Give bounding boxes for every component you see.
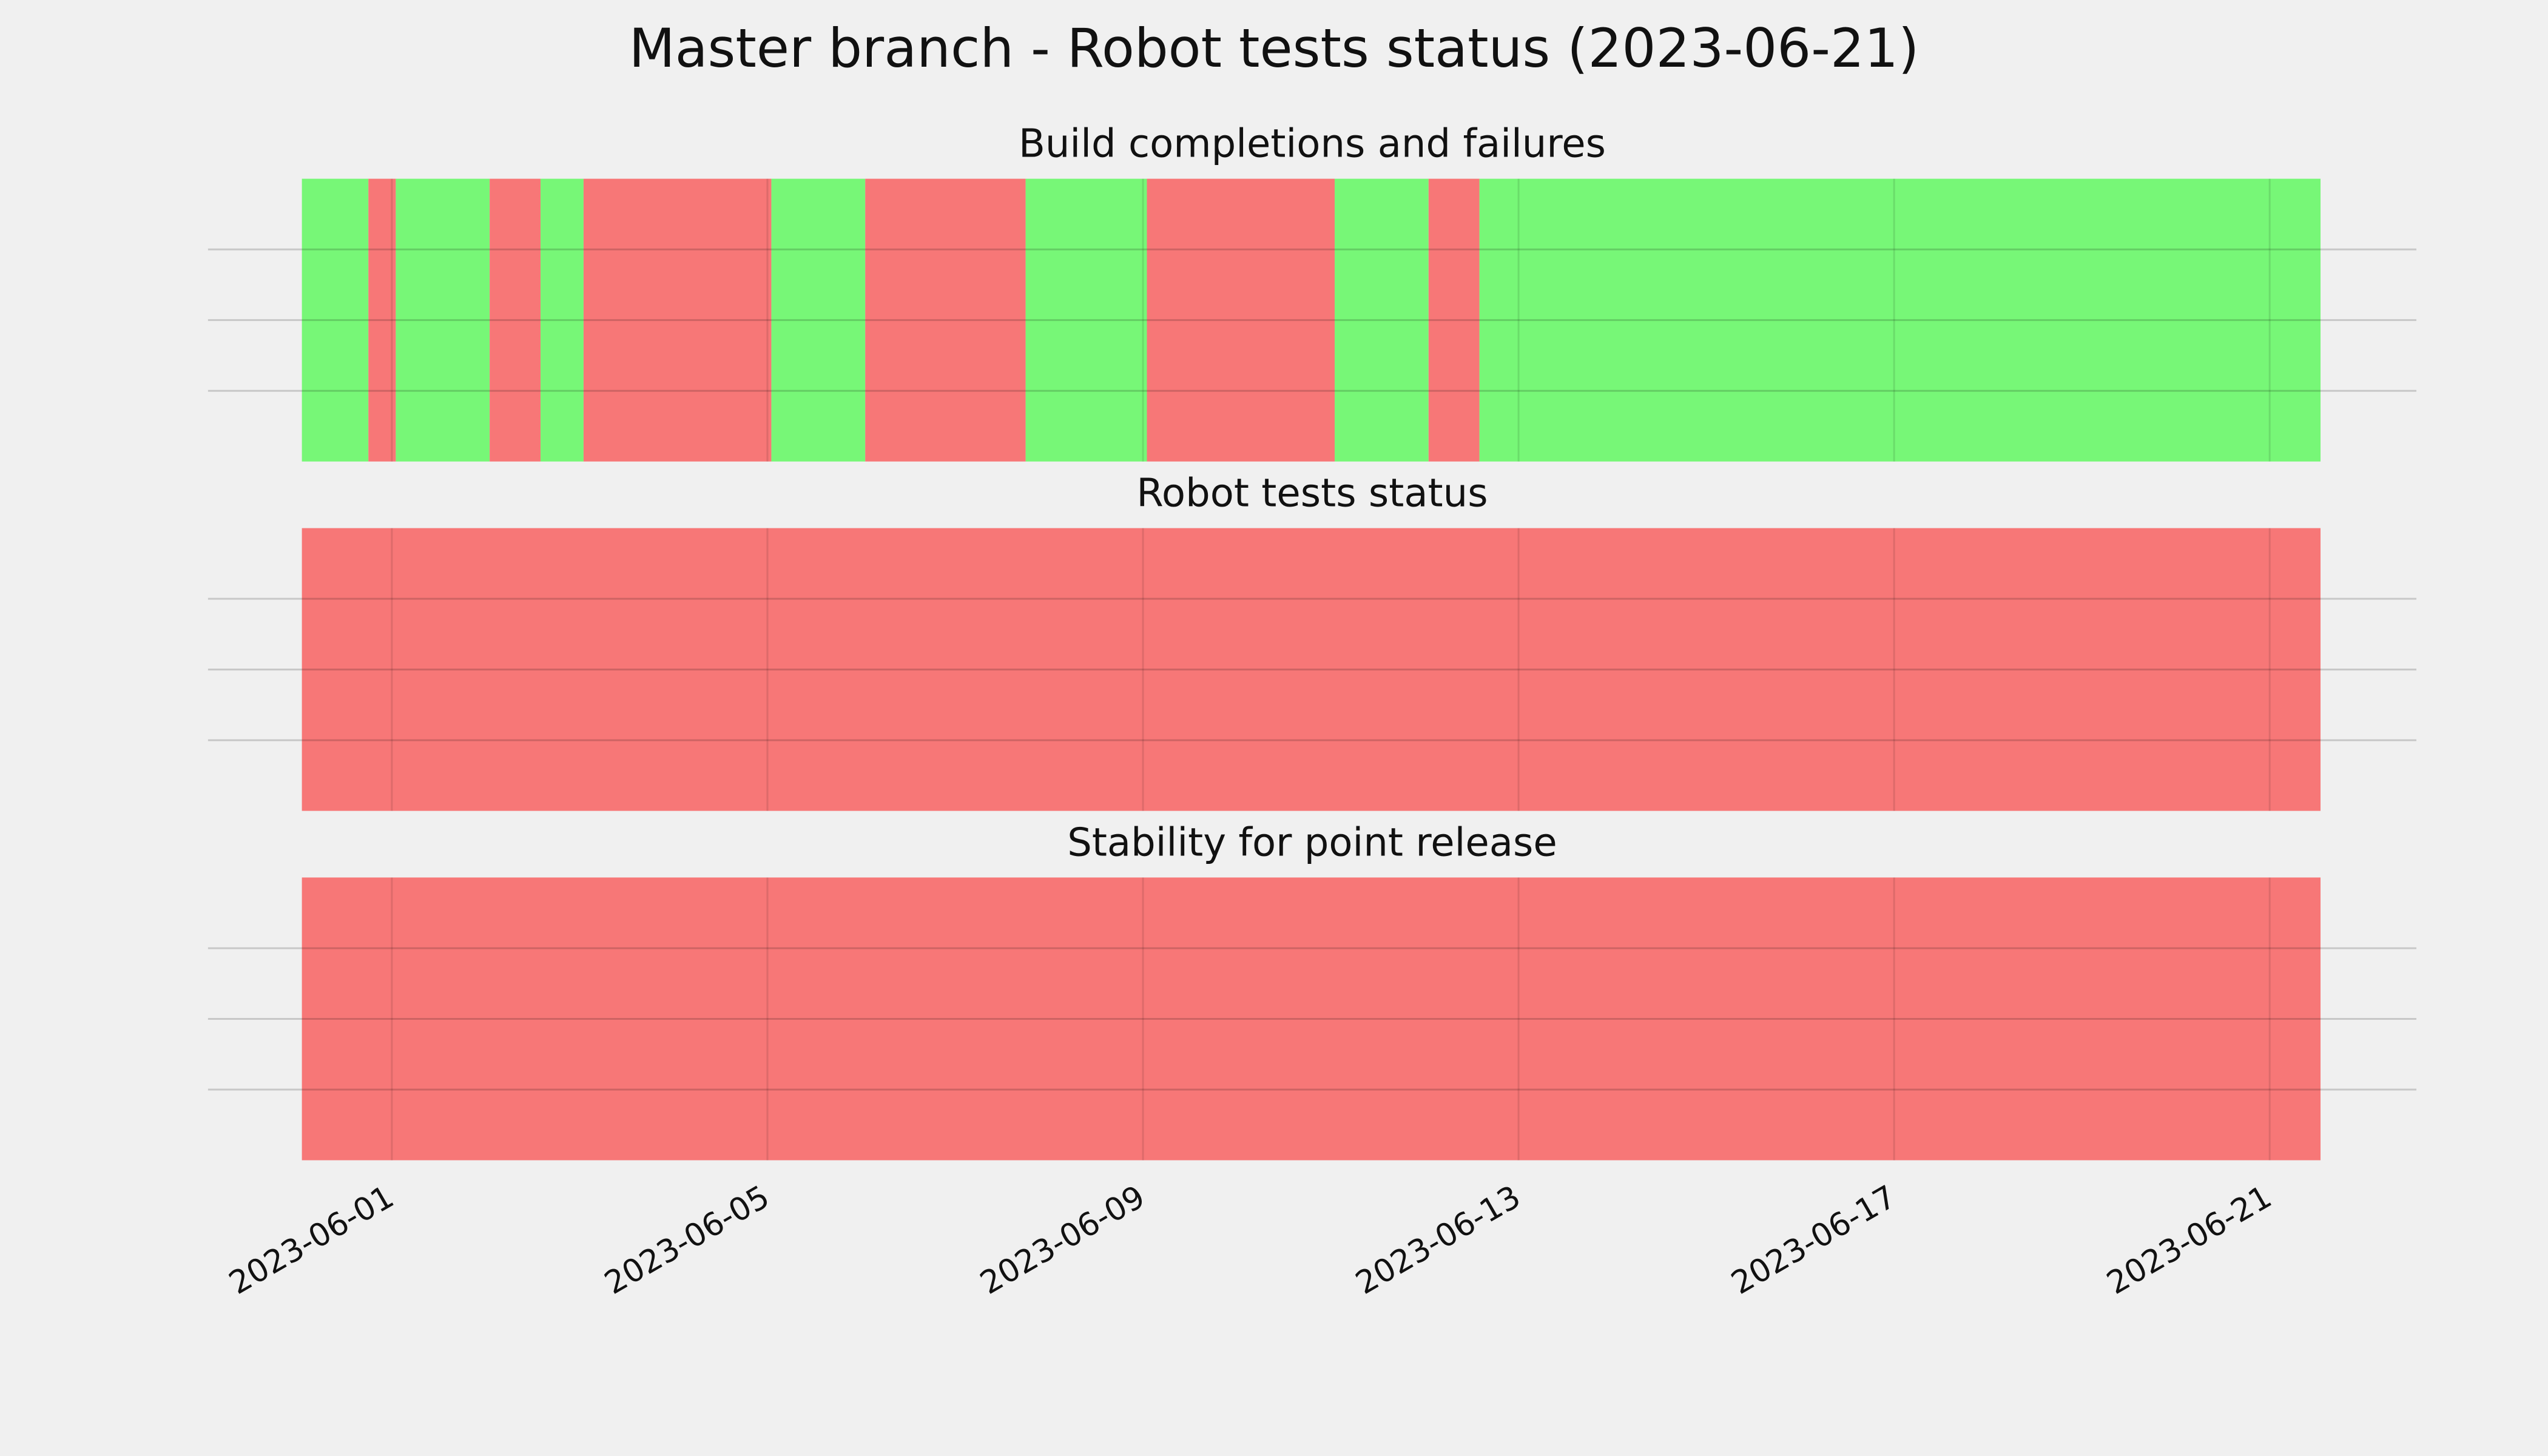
status-span: [540, 178, 584, 462]
status-span: [1479, 178, 2321, 462]
panel-title: Robot tests status: [1136, 471, 1488, 516]
x-tick-label: 2023-06-09: [974, 1179, 1151, 1302]
panel-title: Stability for point release: [1067, 820, 1557, 865]
status-span: [1428, 178, 1480, 462]
status-span: [583, 178, 772, 462]
panel-title: Build completions and failures: [1019, 122, 1606, 167]
x-tick-label: 2023-06-13: [1350, 1179, 1527, 1302]
status-span: [1025, 178, 1147, 462]
status-span: [302, 178, 369, 462]
x-tick-label: 2023-06-05: [599, 1179, 776, 1302]
status-span: [396, 178, 490, 462]
status-span: [1147, 178, 1335, 462]
status-span: [865, 178, 1026, 462]
status-span: [302, 528, 2321, 811]
x-tick-label: 2023-06-17: [1725, 1179, 1903, 1302]
status-span: [490, 178, 541, 462]
status-span: [368, 178, 396, 462]
status-span: [302, 877, 2321, 1161]
status-span: [771, 178, 866, 462]
status-span: [1335, 178, 1429, 462]
x-tick-label: 2023-06-01: [223, 1179, 400, 1302]
x-tick-label: 2023-06-21: [2101, 1179, 2278, 1302]
figure-title: Master branch - Robot tests status (2023…: [629, 17, 1919, 79]
